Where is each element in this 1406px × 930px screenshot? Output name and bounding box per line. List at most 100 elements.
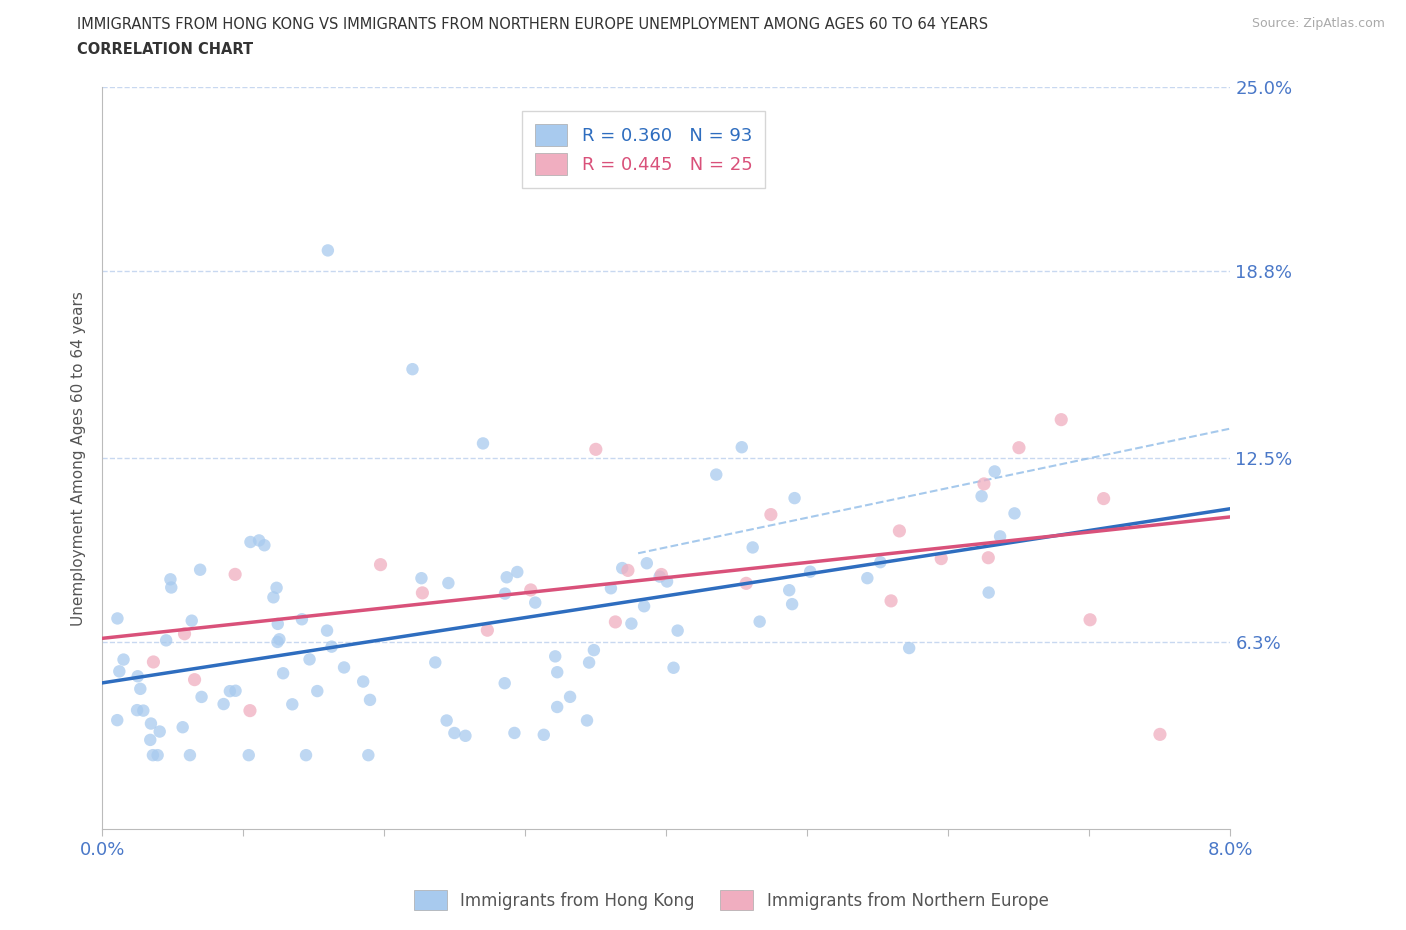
Point [218,684,240,698]
Point [370,557,392,572]
Point [578,655,600,670]
Point [741,540,763,555]
Point [179,748,201,763]
Point [477,623,499,638]
Point [636,556,658,571]
Point [127,669,149,684]
Point [357,748,380,763]
Point [735,576,758,591]
Point [271,666,294,681]
Point [437,576,460,591]
Point [929,551,952,566]
Point [620,617,643,631]
Point [778,583,800,598]
Point [142,748,165,763]
Point [291,612,314,627]
Point [321,639,343,654]
Point [155,633,177,648]
Point [889,524,911,538]
Point [125,703,148,718]
Point [295,748,318,763]
Point [281,697,304,711]
Point [494,586,516,601]
Point [666,623,689,638]
Point [411,571,433,586]
Point [582,643,605,658]
Point [262,590,284,604]
Point [780,597,803,612]
Point [546,699,568,714]
Point [112,652,135,667]
Point [190,689,212,704]
Point [977,585,1000,600]
Point [180,613,202,628]
Text: CORRELATION CHART: CORRELATION CHART [77,42,253,57]
Point [359,693,381,708]
Point [352,674,374,689]
Point [1004,506,1026,521]
Point [576,713,599,728]
Point [239,703,262,718]
Point [600,581,623,596]
Point [506,565,529,579]
Point [1078,612,1101,627]
Point [799,565,821,579]
Point [546,665,568,680]
Point [1149,727,1171,742]
Point [533,727,555,742]
Point [704,467,727,482]
Point [494,676,516,691]
Point [655,574,678,589]
Point [105,712,128,727]
Point [880,593,903,608]
Point [149,724,172,739]
Point [188,563,211,578]
Point [266,634,288,649]
Point [544,649,567,664]
Y-axis label: Unemployment Among Ages 60 to 64 years: Unemployment Among Ages 60 to 64 years [72,291,86,626]
Point [869,554,891,569]
Point [132,703,155,718]
Point [970,489,993,504]
Point [436,713,458,728]
Legend: R = 0.360   N = 93, R = 0.445   N = 25: R = 0.360 N = 93, R = 0.445 N = 25 [522,111,765,188]
Point [1050,412,1073,427]
Point [316,243,339,258]
Point [650,567,672,582]
Point [212,697,235,711]
Point [107,611,129,626]
Point [495,570,517,585]
Point [108,664,131,679]
Point [269,631,291,646]
Point [524,595,547,610]
Point [605,615,627,630]
Legend: Immigrants from Hong Kong, Immigrants from Northern Europe: Immigrants from Hong Kong, Immigrants fr… [408,884,1054,917]
Point [316,623,339,638]
Point [307,684,329,698]
Point [648,569,671,584]
Point [172,720,194,735]
Point [225,684,247,698]
Point [425,655,447,670]
Point [759,507,782,522]
Point [662,660,685,675]
Point [617,563,640,578]
Point [183,672,205,687]
Point [142,655,165,670]
Point [253,538,276,552]
Point [247,533,270,548]
Point [238,748,260,763]
Point [558,689,581,704]
Point [454,728,477,743]
Point [443,725,465,740]
Point [973,476,995,491]
Point [519,582,541,597]
Point [160,580,183,595]
Point [612,561,634,576]
Point [139,716,162,731]
Point [731,440,754,455]
Point [1092,491,1115,506]
Point [267,617,290,631]
Point [159,572,181,587]
Point [1008,440,1031,455]
